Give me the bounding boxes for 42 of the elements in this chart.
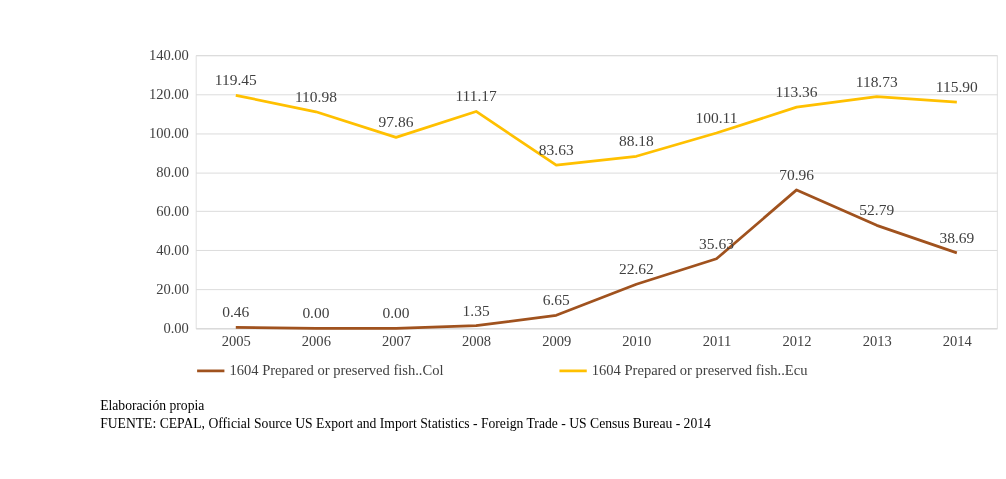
data-label: 110.98 <box>294 87 338 105</box>
text: Elaboración propia <box>100 398 205 414</box>
x-tick-label: 2014 <box>942 333 973 350</box>
data-label: 118.73 <box>855 72 898 90</box>
data-label: 115.90 <box>935 78 979 96</box>
x-tick-label: 2009 <box>542 333 572 350</box>
y-tick-label: 140.00 <box>148 47 189 64</box>
data-label: 1.35 <box>462 301 490 319</box>
y-tick-label: 0.00 <box>163 320 189 337</box>
data-label: 88.18 <box>618 132 655 150</box>
x-tick-label: 2013 <box>862 333 892 350</box>
x-tick-label: 2012 <box>782 333 812 350</box>
y-tick-label: 60.00 <box>156 203 189 220</box>
x-tick-label: 2011 <box>702 333 732 350</box>
data-label: 70.96 <box>779 165 815 183</box>
source-note: FUENTE: CEPAL, Official Source US Export and Import Statistics - Foreign Trade - US Census Bureau - 2014 <box>100 415 712 431</box>
data-label: 35.63 <box>699 234 735 252</box>
data-label: 22.62 <box>618 260 654 278</box>
data-label: 83.63 <box>538 141 574 159</box>
legend-label: 1604 Prepared or preserved fish..Ecu <box>591 362 809 379</box>
data-label: 6.65 <box>542 291 571 309</box>
y-tick-label: 40.00 <box>156 242 189 259</box>
data-label: 0.46 <box>222 303 250 321</box>
x-tick-label: 2006 <box>301 333 331 350</box>
y-tick-label: 80.00 <box>156 164 189 181</box>
data-label: 38.69 <box>939 228 975 246</box>
data-label: 111.17 <box>455 87 498 105</box>
data-label: 52.79 <box>859 201 895 219</box>
data-label: 0.00 <box>302 304 330 322</box>
y-tick-label: 20.00 <box>156 281 189 298</box>
x-tick-label: 2005 <box>221 333 251 350</box>
x-tick-label: 2010 <box>622 333 652 350</box>
data-label: 97.86 <box>378 113 414 131</box>
data-label: 0.00 <box>382 304 410 322</box>
y-tick-label: 120.00 <box>148 86 189 103</box>
data-label: 119.45 <box>214 71 258 89</box>
x-tick-label: 2008 <box>462 333 492 350</box>
y-tick-label: 100.00 <box>148 125 189 142</box>
data-label: 113.36 <box>775 83 818 101</box>
x-tick-label: 2007 <box>381 333 412 350</box>
data-label: 100.11 <box>695 109 738 127</box>
legend-label: 1604 Prepared or preserved fish..Col <box>229 362 444 379</box>
